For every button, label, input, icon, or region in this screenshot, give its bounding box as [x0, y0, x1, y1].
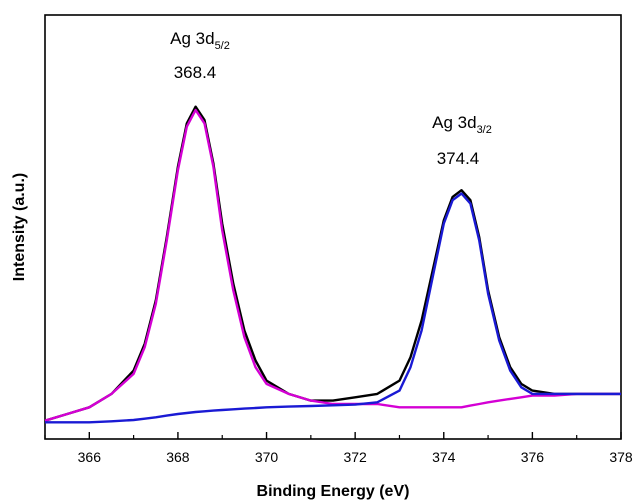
- peak-label-ag3d52-sub: 5/2: [215, 40, 230, 52]
- series-layer: [44, 105, 621, 424]
- x-tick-label-366: 366: [78, 449, 102, 465]
- peak-value-368-4: 368.4: [174, 63, 217, 82]
- peak-label-ag3d32-main: Ag 3d: [432, 113, 476, 132]
- x-axis-title: Binding Energy (eV): [257, 483, 410, 500]
- x-tick-label-372: 372: [343, 449, 367, 465]
- peak-label-ag3d52-main: Ag 3d: [170, 29, 214, 48]
- series-line-2: [44, 108, 621, 422]
- series-line-3: [45, 192, 621, 424]
- x-tick-label-378: 378: [609, 449, 633, 465]
- x-tick-label-374: 374: [432, 449, 456, 465]
- peak-label-ag3d52: Ag 3d5/2: [170, 29, 230, 52]
- x-tick-label-376: 376: [521, 449, 545, 465]
- y-axis-title: Intensity (a.u.): [11, 173, 28, 281]
- series-line-1: [44, 105, 621, 422]
- plot-frame: [44, 14, 622, 440]
- peak-label-ag3d32: Ag 3d3/2: [432, 113, 492, 136]
- peak-value-374-4: 374.4: [437, 149, 480, 168]
- x-tick-label-368: 368: [166, 449, 190, 465]
- tick-layer: 366 368 370 372 374 376 378: [44, 432, 633, 465]
- peak-label-ag3d32-sub: 3/2: [477, 124, 492, 136]
- x-tick-label-370: 370: [255, 449, 279, 465]
